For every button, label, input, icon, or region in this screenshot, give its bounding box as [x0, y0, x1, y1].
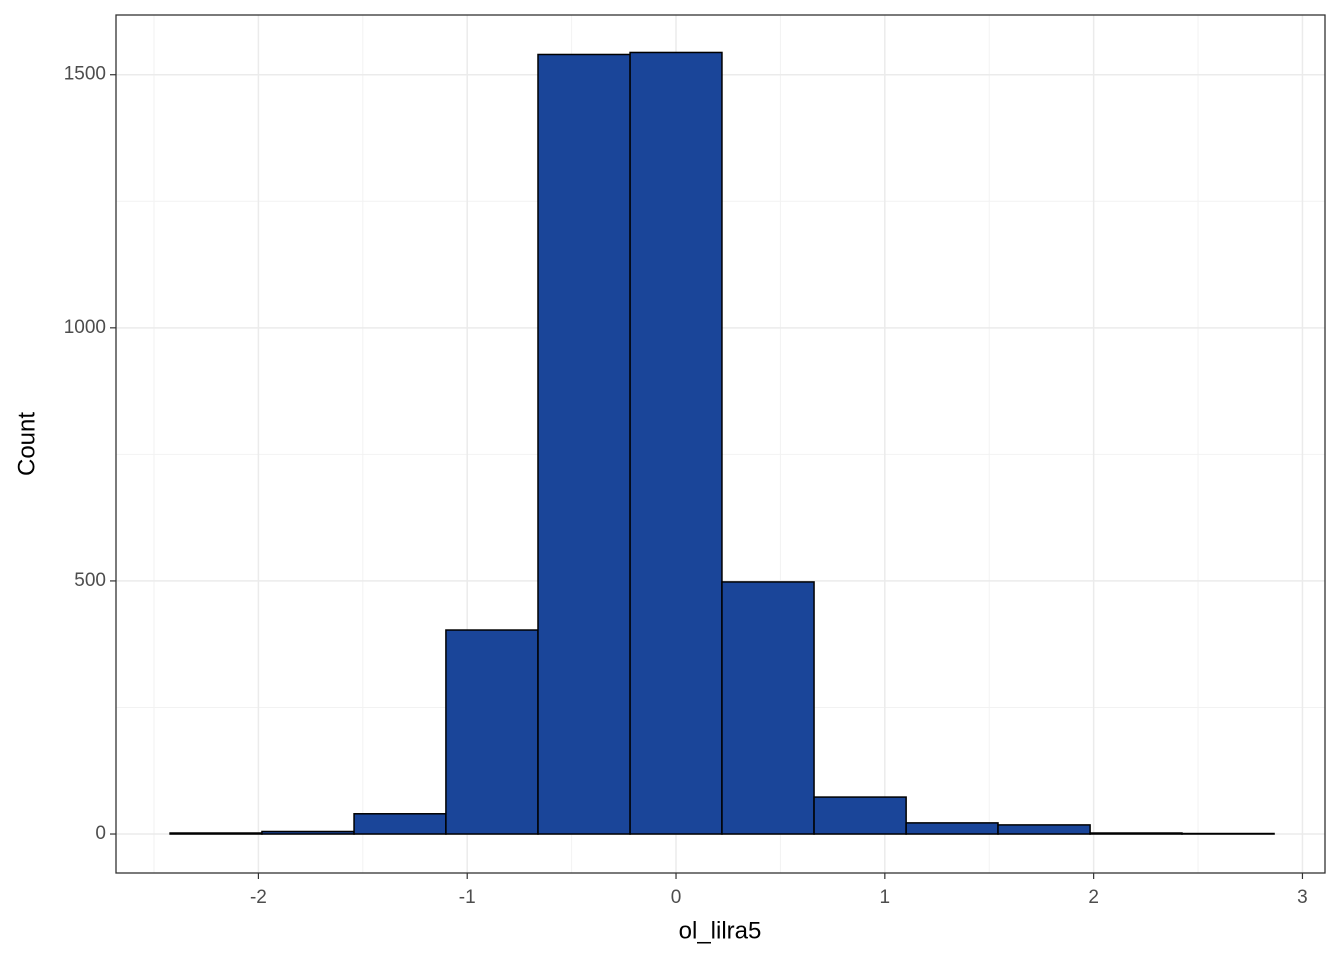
- bar: [629, 51, 723, 835]
- bar: [997, 824, 1091, 835]
- bar: [1089, 832, 1183, 835]
- y-tick-label: 0: [95, 823, 106, 844]
- bar: [905, 822, 999, 835]
- panel-border: [115, 14, 1326, 874]
- x-tick-label: -1: [459, 887, 476, 908]
- y-axis-label: Count: [13, 412, 40, 476]
- bar: [353, 813, 447, 835]
- y-tick-label: 1500: [64, 64, 106, 85]
- bar: [721, 581, 815, 835]
- bar: [1181, 832, 1275, 835]
- bar: [445, 629, 539, 835]
- x-tick-label: 2: [1088, 887, 1099, 908]
- x-axis-label: ol_lilra5: [679, 917, 762, 944]
- x-tick-label: 1: [880, 887, 891, 908]
- bar: [813, 796, 907, 835]
- x-tick-label: -2: [250, 887, 267, 908]
- y-tick-label: 1000: [64, 317, 106, 338]
- x-tick-label: 3: [1297, 887, 1308, 908]
- bar: [537, 53, 631, 835]
- bar: [261, 830, 355, 835]
- y-tick-label: 500: [74, 570, 106, 591]
- bar: [169, 832, 263, 835]
- x-tick-label: 0: [671, 887, 682, 908]
